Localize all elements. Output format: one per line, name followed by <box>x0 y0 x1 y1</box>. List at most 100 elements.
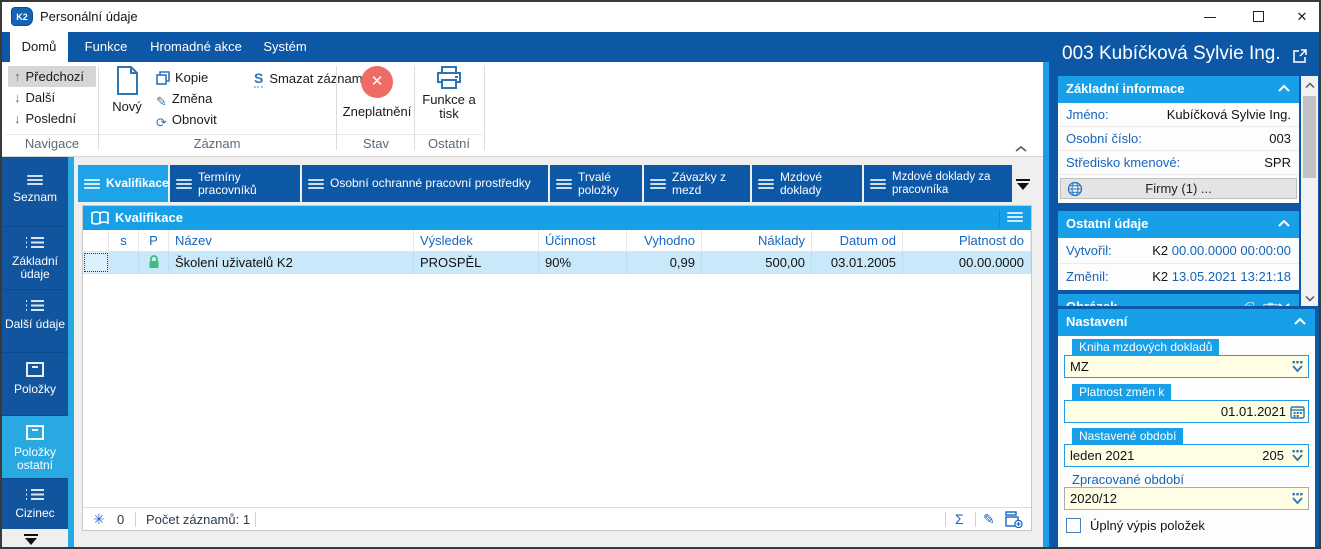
group-separator <box>484 66 485 150</box>
scrollbar-thumb[interactable] <box>1303 96 1316 178</box>
panel-splitter[interactable] <box>1043 62 1049 547</box>
app-logo-icon: K2 <box>11 7 33 26</box>
new-document-icon <box>117 66 138 95</box>
ribbon-tab-funkce[interactable]: Funkce <box>84 39 128 54</box>
scroll-down-button[interactable] <box>1301 289 1318 306</box>
full-listing-checkbox[interactable] <box>1066 518 1081 533</box>
group-label-zaznam: Záznam <box>193 136 241 151</box>
previous-record-button[interactable]: ↑ Předchozí <box>8 66 96 87</box>
new-record-button[interactable]: Nový <box>102 64 152 134</box>
group-separator <box>414 66 415 150</box>
chevron-up-icon <box>1294 317 1306 325</box>
set-period-field[interactable]: leden 2021 205 <box>1064 444 1309 467</box>
section-settings: Nastavení Kniha mzdových dokladů MZ Plat… <box>1058 309 1315 547</box>
delete-record-button[interactable]: S Smazat záznam <box>254 70 363 88</box>
ribbon-tab-system[interactable]: Systém <box>263 39 307 54</box>
section-basic-info: Základní informace Jméno: Kubíčková Sylv… <box>1058 76 1299 203</box>
sidebar-item-polozky[interactable]: Položky <box>2 353 68 416</box>
ribbon-tab-domu[interactable]: Domů <box>10 32 68 62</box>
column-header-selector[interactable] <box>83 230 109 251</box>
sidebar-item-seznam[interactable]: Seznam <box>2 164 68 227</box>
scroll-up-button[interactable] <box>1301 76 1318 93</box>
tab-osobni-ochranne-prostredky[interactable]: Osobní ochranné pracovní prostředky <box>302 165 548 202</box>
printer-icon <box>437 66 461 89</box>
payroll-book-field[interactable]: MZ <box>1064 355 1309 378</box>
tab-trvale-polozky[interactable]: Trvalé položky <box>550 165 642 202</box>
next-record-button[interactable]: ↓ Další <box>14 90 56 105</box>
last-record-button[interactable]: ↓ Poslední <box>14 111 77 126</box>
close-button[interactable]: ✕ <box>1285 2 1319 32</box>
section-header-picture[interactable]: Obrázek <box>1058 294 1299 306</box>
dropdown-icon <box>1292 493 1303 505</box>
invalidate-button[interactable]: ✕ Zneplatnění <box>340 64 414 134</box>
cell-naklady: 500,00 <box>702 252 812 273</box>
chevron-up-icon <box>1015 146 1027 152</box>
box-icon <box>26 362 44 377</box>
row-selector-cell[interactable] <box>83 252 109 273</box>
column-header-datum-od[interactable]: Datum od <box>812 230 903 251</box>
tab-terminy-pracovniku[interactable]: Termíny pracovníků <box>170 165 300 202</box>
cell-vysledek: PROSPĚL <box>414 252 539 273</box>
processed-period-field[interactable]: 2020/12 <box>1064 487 1309 510</box>
edit-button[interactable]: ✎ <box>983 511 995 527</box>
tab-kvalifikace[interactable]: Kvalifikace <box>78 165 169 202</box>
tab-menu-icon <box>84 177 100 191</box>
validity-date-field[interactable]: 01.01.2021 <box>1064 400 1309 423</box>
column-header-p[interactable]: P <box>139 230 169 251</box>
info-row-osobni-cislo: Osobní číslo: 003 <box>1058 127 1299 151</box>
sidebar-item-polozky-ostatni[interactable]: Položky ostatní <box>2 416 68 479</box>
tab-overflow-button[interactable] <box>1014 178 1036 192</box>
panel-scrollbar[interactable] <box>1301 76 1318 306</box>
section-header-basic-info[interactable]: Základní informace <box>1058 76 1299 103</box>
panel-header: Kvalifikace <box>83 206 1031 230</box>
table-header-row: s P Název Výsledek Účinnost Vyhodno Nákl… <box>83 230 1031 252</box>
table-row[interactable]: Školení uživatelů K2 PROSPĚL 90% 0,99 50… <box>83 252 1031 274</box>
section-header-other-info[interactable]: Ostatní údaje <box>1058 211 1299 238</box>
sidebar-more-button[interactable] <box>22 533 48 546</box>
section-header-settings[interactable]: Nastavení <box>1058 309 1315 336</box>
column-header-vysledek[interactable]: Výsledek <box>414 230 539 251</box>
sidebar-item-zakladni-udaje[interactable]: Základní údaje <box>2 227 68 290</box>
duplicate-add-button[interactable] <box>1005 511 1023 533</box>
records-panel: Kvalifikace s P Název Výsledek Účinnost … <box>82 205 1032 531</box>
refresh-record-button[interactable]: ⟳ Obnovit <box>156 110 248 130</box>
sidebar-item-dalsi-udaje[interactable]: Další údaje <box>2 290 68 353</box>
collapse-ribbon-button[interactable] <box>1014 140 1030 152</box>
chevron-up-icon <box>1278 84 1290 92</box>
firms-button[interactable]: Firmy (1) ... <box>1060 178 1297 199</box>
open-external-button[interactable] <box>1292 48 1308 64</box>
more-down-icon <box>24 534 38 545</box>
column-header-ucinnost[interactable]: Účinnost <box>539 230 627 251</box>
arrow-down-icon: ↓ <box>14 111 21 126</box>
sum-button[interactable]: Σ <box>955 511 964 527</box>
tab-menu-icon <box>758 177 774 191</box>
window-title: Personální údaje <box>40 9 138 24</box>
functions-print-button[interactable]: Funkce a tisk <box>416 64 482 134</box>
tab-mzdove-doklady[interactable]: Mzdové doklady <box>752 165 862 202</box>
panel-menu-button[interactable] <box>999 210 1023 226</box>
sidebar-item-cizinec[interactable]: Cizinec <box>2 479 68 529</box>
ribbon-tab-hromadne-akce[interactable]: Hromadné akce <box>150 39 242 54</box>
column-header-nazev[interactable]: Název <box>169 230 414 251</box>
column-header-platnost-do[interactable]: Platnost do <box>903 230 1031 251</box>
status-divider <box>135 512 136 527</box>
title-bar: K2 Personální údaje ✕ <box>2 2 1319 32</box>
info-row-stredisko: Středisko kmenové: SPR <box>1058 151 1299 175</box>
box-icon <box>26 425 44 440</box>
column-header-naklady[interactable]: Náklady <box>702 230 812 251</box>
edit-record-button[interactable]: ✎ Změna <box>156 89 248 109</box>
field-label-zpracovane-obdobi: Zpracované období <box>1072 472 1185 487</box>
minimize-button[interactable] <box>1193 2 1227 32</box>
dropdown-arrow-icon <box>1016 179 1030 190</box>
column-header-vyhodno[interactable]: Vyhodno <box>627 230 702 251</box>
tab-mzdove-doklady-za-pracovnika[interactable]: Mzdové doklady za pracovníka <box>864 165 1012 202</box>
detail-list-icon <box>26 237 44 248</box>
status-divider <box>255 512 256 527</box>
asterisk-filter-icon[interactable]: ✳ <box>93 511 105 527</box>
tab-zavazky-z-mezd[interactable]: Závazky z mezd <box>644 165 750 202</box>
copy-record-button[interactable]: Kopie <box>156 68 248 88</box>
maximize-button[interactable] <box>1242 2 1276 32</box>
list-icon <box>27 175 43 185</box>
column-header-s[interactable]: s <box>109 230 139 251</box>
